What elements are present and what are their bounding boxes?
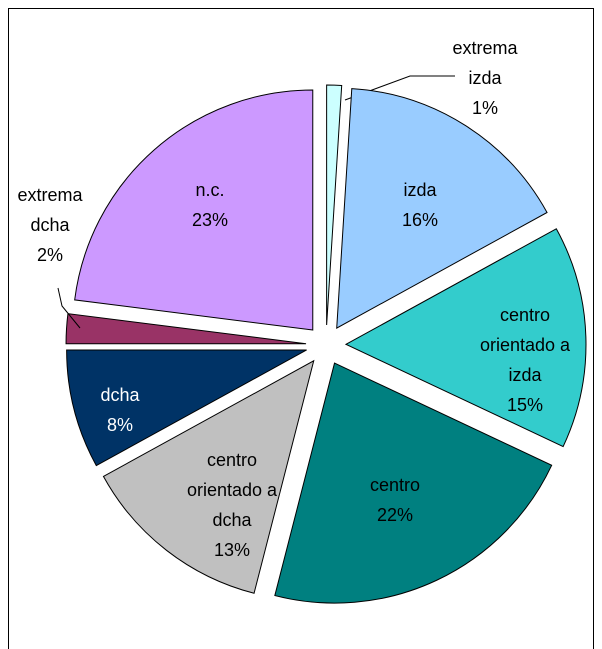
- slice-category: centro orientado a izda: [479, 305, 571, 385]
- slice-value: 2%: [36, 245, 63, 265]
- pie-slice: [274, 362, 553, 604]
- slice-label: centro 22%: [349, 470, 441, 530]
- slice-label: extrema izda 1%: [439, 33, 531, 123]
- pie-slice: [66, 349, 307, 467]
- slice-category: extrema dcha: [17, 185, 83, 235]
- leader-line: [57, 287, 81, 329]
- slice-label: n.c. 23%: [164, 175, 256, 235]
- pie-slice: [102, 359, 315, 594]
- slice-label: izda 16%: [374, 175, 466, 235]
- slice-category: centro: [369, 475, 421, 495]
- pie-slice: [344, 228, 587, 448]
- slice-value: 15%: [506, 395, 544, 415]
- slice-label: centro orientado a dcha 13%: [186, 445, 278, 565]
- slice-category: izda: [403, 180, 437, 200]
- slice-value: 8%: [106, 415, 133, 435]
- slice-label: centro orientado a izda 15%: [479, 300, 571, 420]
- slice-value: 16%: [401, 210, 439, 230]
- pie-slice: [326, 84, 343, 326]
- slice-category: extrema izda: [452, 38, 518, 88]
- slice-value: 22%: [376, 505, 414, 525]
- slice-category: n.c.: [195, 180, 225, 200]
- slice-category: dcha: [100, 385, 140, 405]
- slice-label: dcha 8%: [74, 380, 166, 440]
- slice-value: 13%: [213, 540, 251, 560]
- pie-slice: [336, 88, 548, 329]
- slice-category: centro orientado a dcha: [186, 450, 278, 530]
- pie-slice: [74, 89, 314, 331]
- slice-value: 23%: [191, 210, 229, 230]
- chart-frame: [8, 8, 594, 649]
- slice-label: extrema dcha 2%: [4, 180, 96, 270]
- slice-value: 1%: [471, 98, 498, 118]
